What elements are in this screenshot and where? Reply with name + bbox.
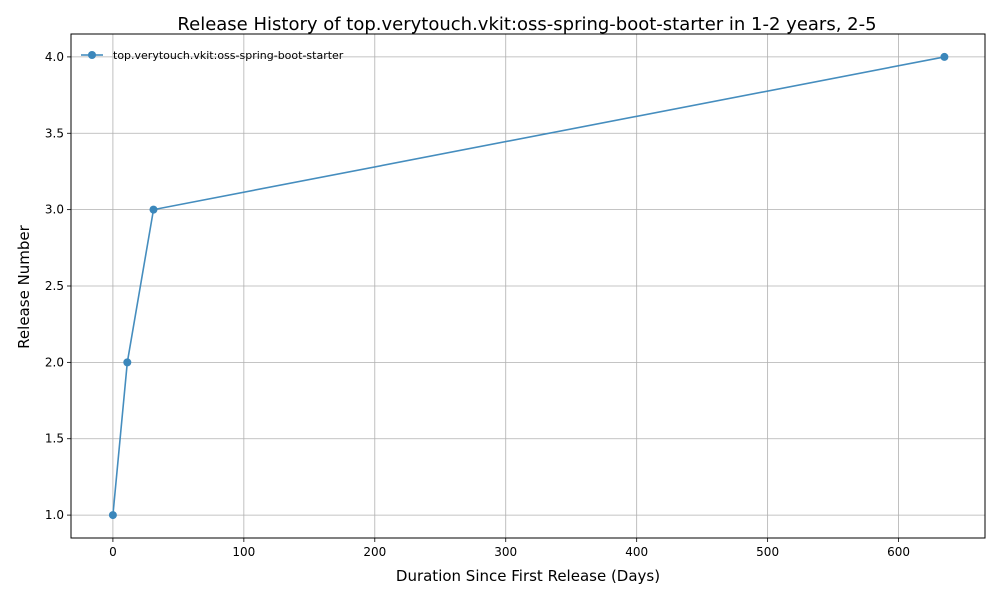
chart-title: Release History of top.verytouch.vkit:os… [177, 14, 876, 35]
legend-marker-sample [88, 51, 96, 59]
data-point [123, 358, 132, 367]
x-tick-label: 500 [756, 545, 779, 559]
legend: top.verytouch.vkit:oss-spring-boot-start… [81, 49, 344, 62]
series-line [112, 56, 945, 516]
x-tick-label: 0 [109, 545, 117, 559]
y-tick-label: 3.5 [45, 126, 64, 140]
x-tick-label: 100 [232, 545, 255, 559]
data-point [940, 52, 949, 61]
x-tick-label: 200 [363, 545, 386, 559]
x-axis-title: Duration Since First Release (Days) [396, 567, 660, 585]
y-tick-label: 4.0 [45, 50, 64, 64]
x-tick-label: 300 [494, 545, 517, 559]
x-tick-label: 400 [625, 545, 648, 559]
data-point [108, 511, 117, 520]
y-axis-title: Release Number [15, 224, 33, 348]
legend-entry-label: top.verytouch.vkit:oss-spring-boot-start… [113, 49, 344, 62]
y-tick-label: 1.5 [45, 432, 64, 446]
x-tick-label: 600 [887, 545, 910, 559]
series-layer [108, 52, 949, 520]
tick-layer: 0 100 200 300 400 500 600 1.0 1.5 2.0 2.5 3.0 3.5 4.0 [45, 50, 910, 559]
y-tick-label: 2.5 [45, 279, 64, 293]
y-tick-label: 2.0 [45, 355, 64, 369]
data-point [149, 205, 158, 214]
y-tick-label: 1.0 [45, 508, 64, 522]
grid-layer [71, 34, 985, 538]
y-tick-label: 3.0 [45, 203, 64, 217]
